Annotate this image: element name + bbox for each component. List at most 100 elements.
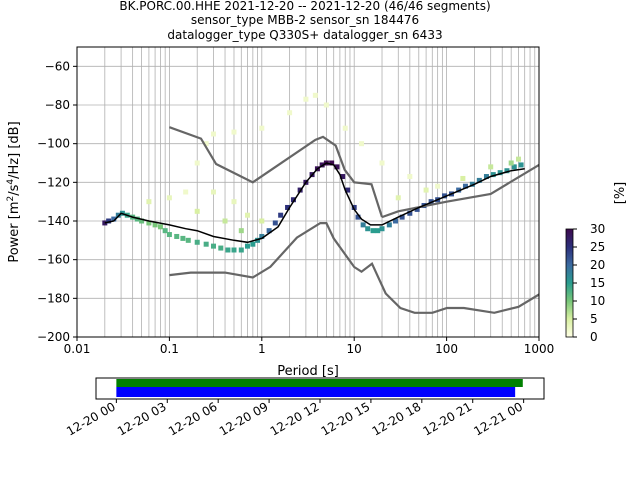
timeline-tick-label: 12-20 12 <box>268 399 322 438</box>
y-label-part-1: Power [m <box>7 201 22 262</box>
ppsd-cell <box>259 233 265 239</box>
colorbar-tick-label: 0 <box>590 330 598 344</box>
ppsd-cell <box>244 243 250 249</box>
y-label-exponent-2: 4 <box>6 179 16 185</box>
ppsd-cell <box>162 228 168 234</box>
ppsd-cell <box>329 160 335 166</box>
ppsd-cell <box>244 212 250 218</box>
ppsd-cell <box>231 199 237 205</box>
timeline-tick-label: 12-20 06 <box>166 399 220 438</box>
ppsd-cell <box>210 131 216 137</box>
chart-title: BK.PORC.00.HHE 2021-12-20 -- 2021-12-20 … <box>119 0 490 42</box>
timeline-tick-label: 12-20 03 <box>115 399 169 438</box>
ppsd-cell <box>166 232 172 238</box>
colorbar-tick-label: 15 <box>590 276 605 290</box>
ppsd-cell <box>351 204 357 210</box>
ppsd-cell <box>185 237 191 243</box>
ppsd-cell <box>334 164 340 170</box>
y-tick-label: −140 <box>37 214 70 228</box>
ppsd-cell <box>194 239 200 245</box>
y-axis-ticks: −200 −180 −160 −140 −120 −100 −80 −60 <box>37 59 77 344</box>
ppsd-cell <box>180 235 186 241</box>
colorbar-gradient <box>565 228 574 338</box>
colorbar-tick-label: 10 <box>590 294 605 308</box>
colorbar-tick-label: 30 <box>590 222 605 236</box>
ppsd-cell <box>157 224 163 230</box>
x-tick-label: 0.1 <box>160 342 179 356</box>
ppsd-cell <box>476 177 482 183</box>
ppsd-cell <box>379 160 385 166</box>
ppsd-cell <box>287 110 293 116</box>
ppsd-cell <box>255 237 261 243</box>
ppsd-cell <box>504 168 510 174</box>
ppsd-cell <box>483 174 489 180</box>
ppsd-cell <box>462 183 468 189</box>
ppsd-cell <box>393 218 399 224</box>
noise-model-high-long <box>381 163 540 219</box>
ppsd-cell <box>407 210 413 216</box>
ppsd-cell <box>222 218 228 224</box>
ppsd-cell <box>407 174 413 180</box>
ppsd-cell <box>259 218 265 224</box>
y-axis-label: Power [m2/s4/Hz] [dB] <box>6 121 22 262</box>
colorbar-tick-label: 25 <box>590 240 605 254</box>
ppsd-cell <box>508 160 514 166</box>
ppsd-cell <box>469 181 475 187</box>
mean-curve <box>104 162 525 244</box>
plot-background <box>77 47 539 337</box>
ppsd-cell <box>231 129 237 135</box>
timeline-tick-label: 12-20 09 <box>217 399 271 438</box>
colorbar-tick-label: 5 <box>590 312 598 326</box>
ppsd-cell <box>342 125 348 131</box>
x-tick-label: 1 <box>258 342 266 356</box>
ppsd-cell <box>238 228 244 234</box>
ppsd-cell <box>203 241 209 247</box>
ppsd-cell <box>225 247 231 253</box>
x-tick-label: 0.01 <box>64 342 91 356</box>
title-line-2: sensor_type MBB-2 sensor_sn 184476 <box>191 13 419 27</box>
ppsd-cell <box>231 247 237 253</box>
timeline-tick-label: 12-20 15 <box>319 399 373 438</box>
coverage-bar <box>116 387 516 397</box>
timeline-tick-label: 12-20 21 <box>421 399 475 438</box>
ppsd-cell <box>365 226 371 232</box>
x-tick-label: 1000 <box>524 342 555 356</box>
ppsd-cell <box>375 228 381 234</box>
ppsd-cell <box>174 233 180 239</box>
ppsd-cell <box>183 189 189 195</box>
y-tick-label: −80 <box>45 98 70 112</box>
y-tick-label: −60 <box>45 59 70 73</box>
coverage-bar <box>116 379 523 387</box>
ppsd-cell <box>266 228 272 234</box>
ppsd-cell <box>355 214 361 220</box>
ppsd-cell <box>395 195 401 201</box>
ppsd-cell <box>152 222 158 228</box>
noise-models <box>169 126 540 314</box>
ppsd-cell <box>194 208 200 214</box>
colorbar-label: [%] <box>613 182 628 205</box>
ppsd-cell <box>259 125 265 131</box>
ppsd-cell <box>518 162 524 168</box>
colorbar-ticks: 0 5 10 15 20 25 30 <box>573 222 605 344</box>
noise-model-low <box>169 222 540 314</box>
ppsd-cell <box>106 218 112 224</box>
mean-line <box>104 162 525 244</box>
ppsd-cell <box>285 204 291 210</box>
title-line-3: datalogger_type Q330S+ datalogger_sn 643… <box>167 28 442 42</box>
ppsd-cell <box>210 189 216 195</box>
y-tick-label: −120 <box>37 175 70 189</box>
y-label-exponent-1: 2 <box>6 196 16 202</box>
x-tick-label: 100 <box>435 342 458 356</box>
ppsd-cell <box>194 160 200 166</box>
ppsd-plot: 0.01 0.1 1 10 100 1000 −200 −180 −160 −140 −120 −1… <box>37 46 555 356</box>
y-tick-label: −200 <box>37 330 70 344</box>
y-tick-label: −180 <box>37 291 70 305</box>
x-axis-ticks: 0.01 0.1 1 10 100 1000 <box>64 337 555 356</box>
plot-frame <box>76 46 540 338</box>
title-line-1: BK.PORC.00.HHE 2021-12-20 -- 2021-12-20 … <box>119 0 490 13</box>
timeline-tick-label: 12-20 00 <box>64 399 118 438</box>
ppsd-cell <box>272 220 278 226</box>
ppsd-cell <box>111 216 117 222</box>
ppsd-cell <box>490 172 496 178</box>
